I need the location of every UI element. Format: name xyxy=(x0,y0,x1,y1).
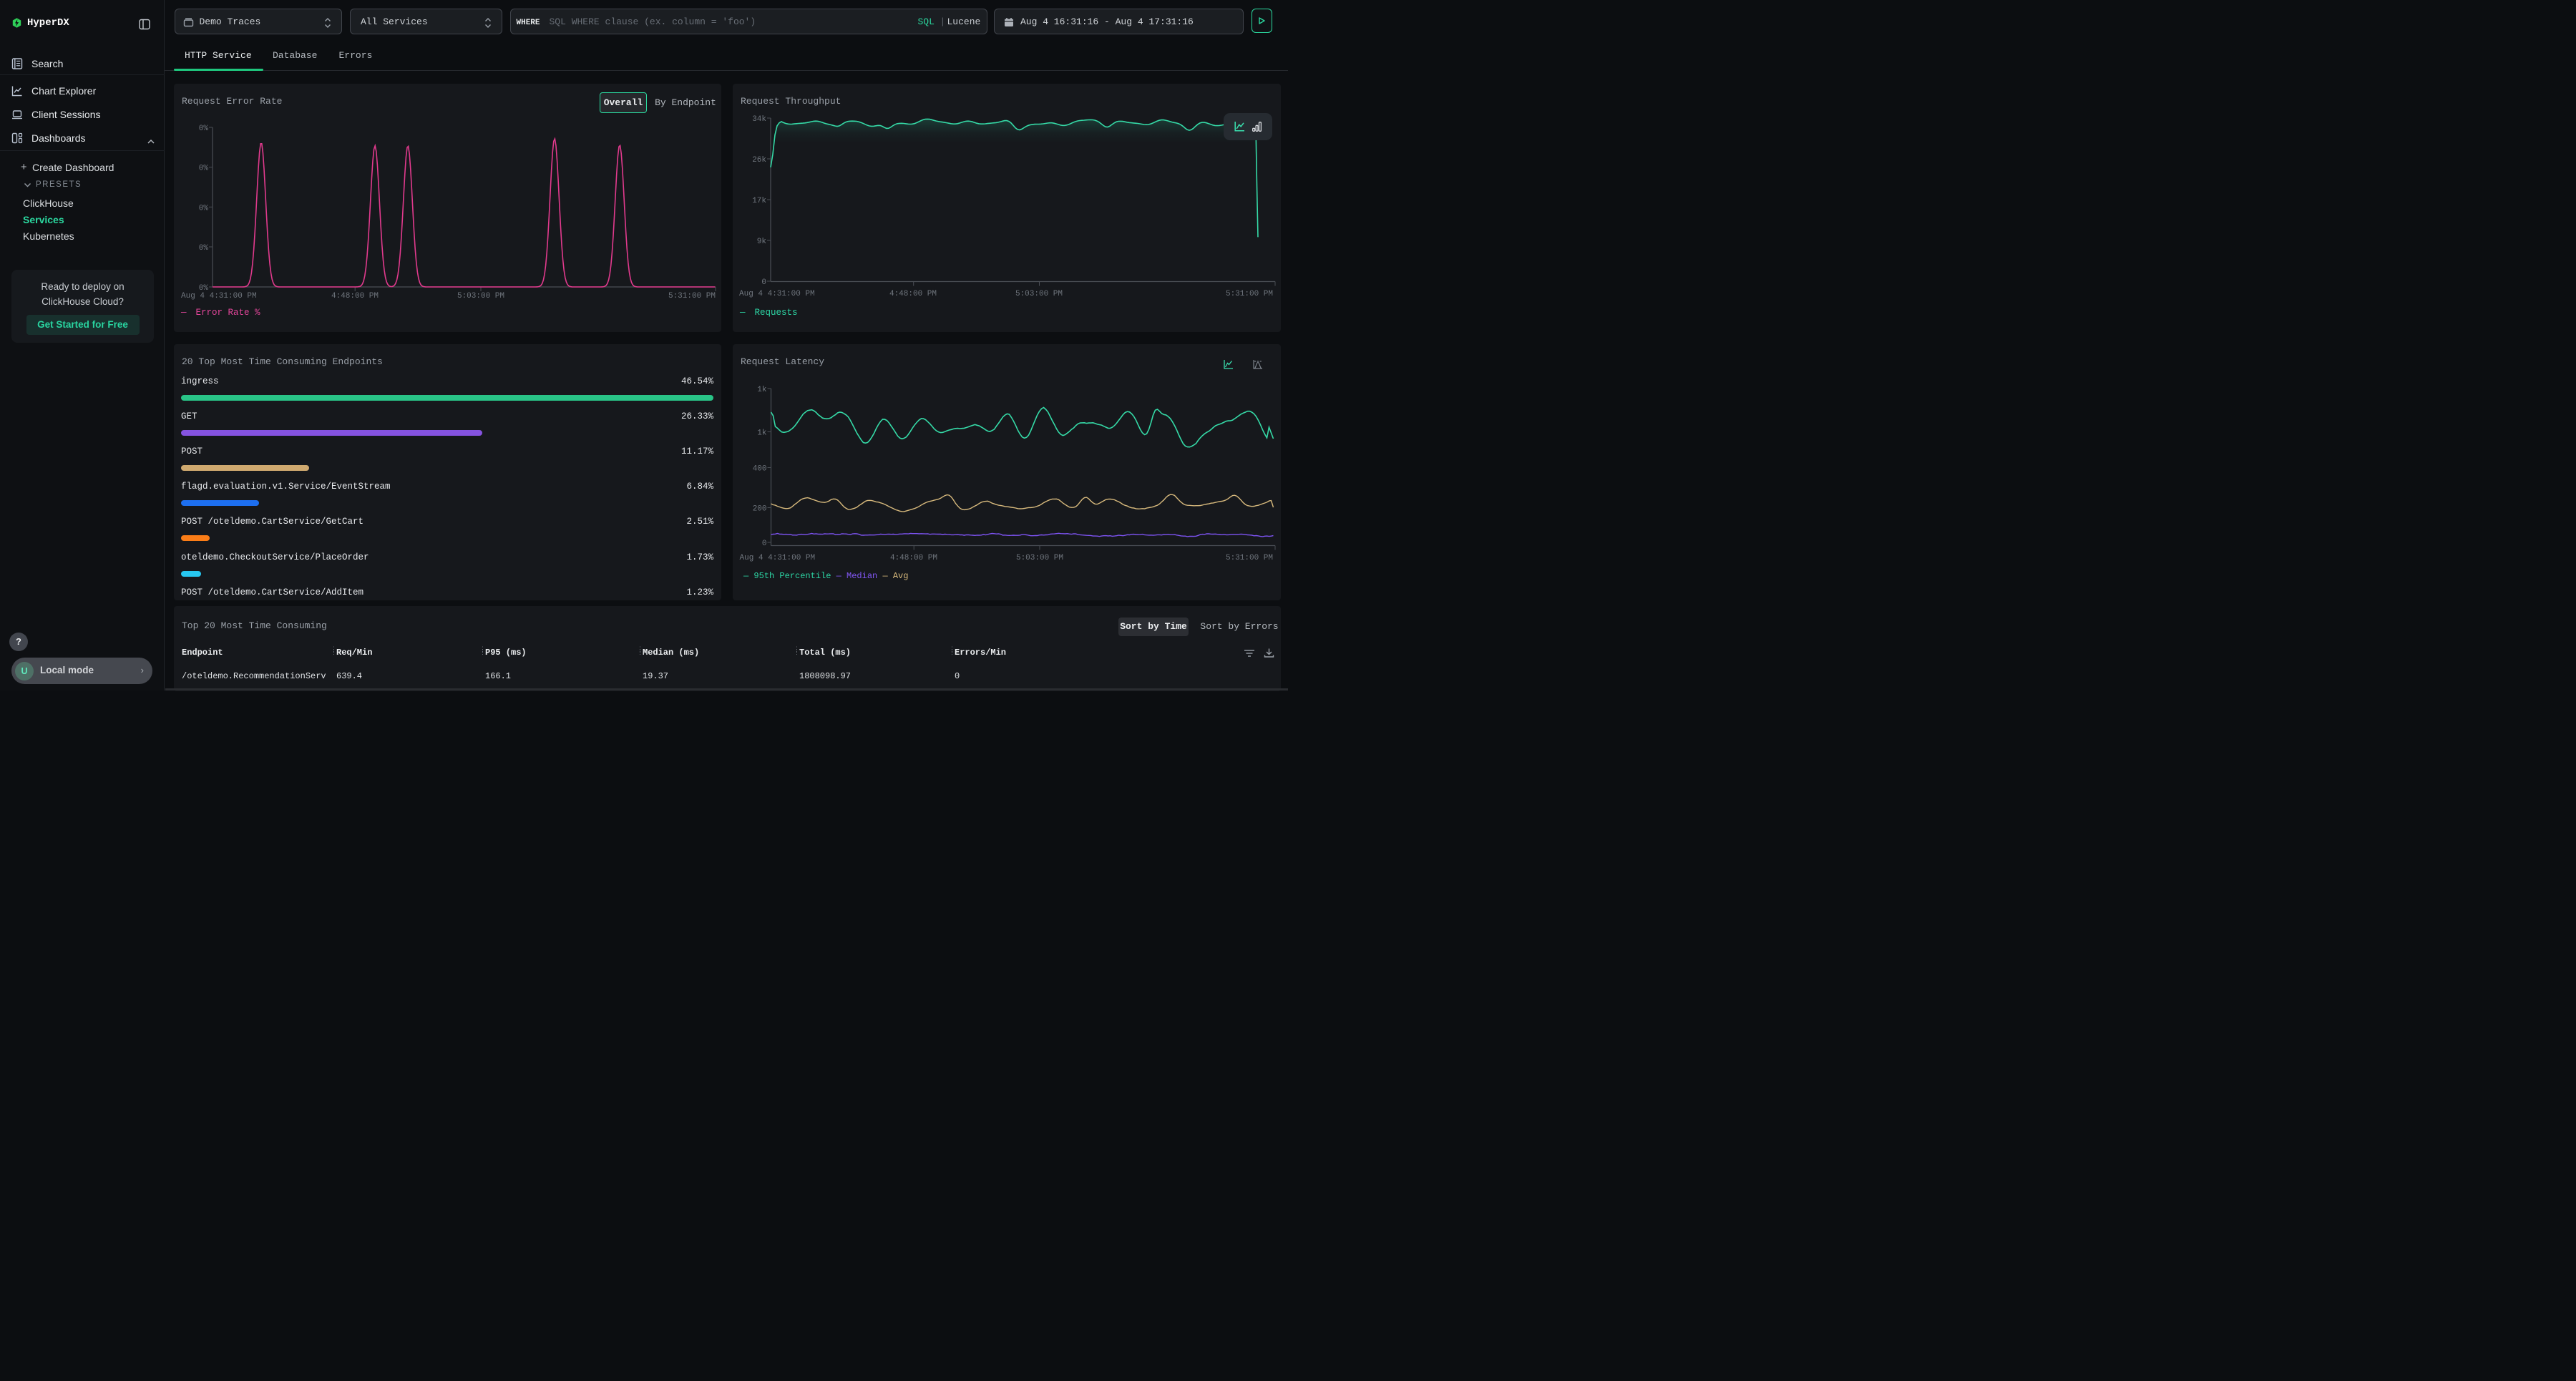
svg-text:4:48:00 PM: 4:48:00 PM xyxy=(890,554,937,562)
svg-text:0%: 0% xyxy=(199,244,209,253)
svg-text:Aug 4 4:31:00 PM: Aug 4 4:31:00 PM xyxy=(739,290,815,298)
svg-text:1k: 1k xyxy=(757,386,767,394)
svg-text:4:48:00 PM: 4:48:00 PM xyxy=(331,292,379,301)
svg-text:26k: 26k xyxy=(752,156,766,165)
svg-text:5:31:00 PM: 5:31:00 PM xyxy=(1226,290,1273,298)
svg-text:0%: 0% xyxy=(199,284,209,293)
svg-text:5:31:00 PM: 5:31:00 PM xyxy=(668,292,716,301)
svg-text:1k: 1k xyxy=(757,429,767,438)
svg-text:0%: 0% xyxy=(199,125,209,133)
svg-text:17k: 17k xyxy=(752,197,766,205)
svg-text:0%: 0% xyxy=(199,204,209,213)
svg-text:0%: 0% xyxy=(199,165,209,173)
svg-text:5:03:00 PM: 5:03:00 PM xyxy=(457,292,504,301)
svg-text:34k: 34k xyxy=(752,115,766,124)
svg-text:0: 0 xyxy=(761,278,766,287)
svg-text:9k: 9k xyxy=(757,238,767,246)
svg-text:400: 400 xyxy=(753,465,767,474)
svg-text:200: 200 xyxy=(753,505,767,514)
svg-text:0: 0 xyxy=(762,540,767,548)
svg-text:5:03:00 PM: 5:03:00 PM xyxy=(1016,554,1063,562)
svg-text:Aug 4 4:31:00 PM: Aug 4 4:31:00 PM xyxy=(740,554,816,562)
svg-text:5:03:00 PM: 5:03:00 PM xyxy=(1015,290,1063,298)
svg-text:Aug 4 4:31:00 PM: Aug 4 4:31:00 PM xyxy=(181,292,257,301)
svg-text:4:48:00 PM: 4:48:00 PM xyxy=(889,290,937,298)
svg-text:5:31:00 PM: 5:31:00 PM xyxy=(1226,554,1273,562)
